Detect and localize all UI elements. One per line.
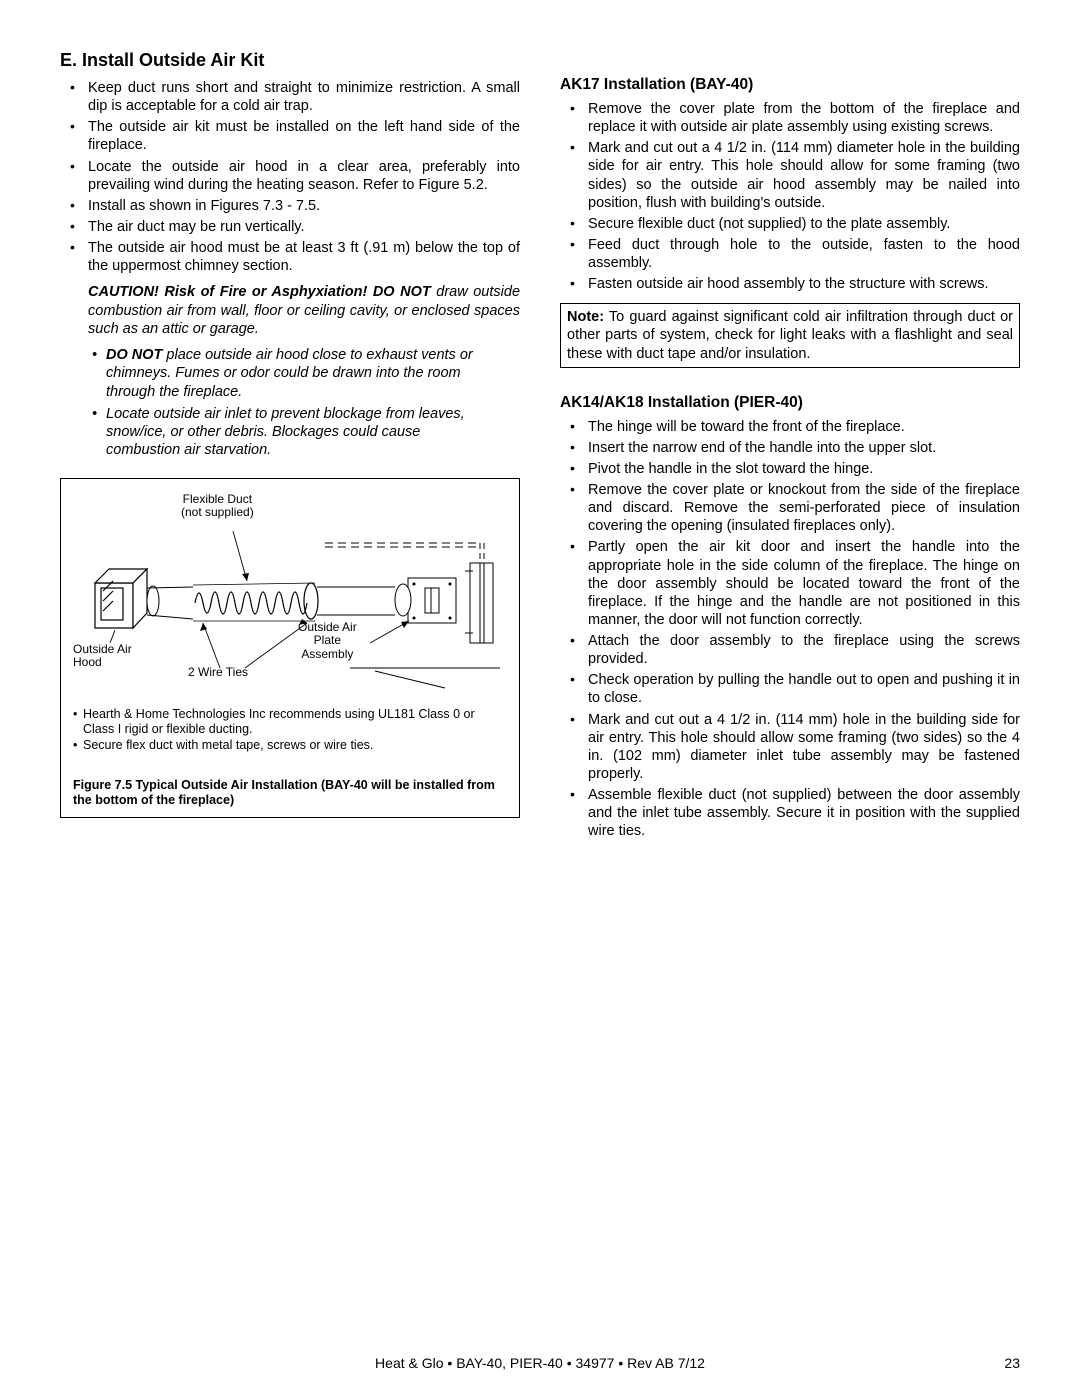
ak14-bullets: The hinge will be toward the front of th… — [560, 418, 1020, 841]
caution-title: CAUTION! Risk of Fire or Asphyxiation! D… — [88, 284, 431, 300]
bullet-item: Pivot the handle in the slot toward the … — [588, 460, 1020, 478]
bullet-item: The air duct may be run vertically. — [88, 218, 520, 236]
bullet-item: Attach the door assembly to the fireplac… — [588, 632, 1020, 668]
label-text: Hood — [73, 655, 102, 669]
bullet-item: Secure flexible duct (not supplied) to t… — [588, 215, 1020, 233]
caution-inner-bullets: DO NOT place outside air hood close to e… — [88, 346, 520, 460]
bullet-item: Keep duct runs short and straight to min… — [88, 79, 520, 115]
figure-note: Secure flex duct with metal tape, screws… — [83, 738, 507, 754]
left-column: E. Install Outside Air Kit Keep duct run… — [60, 50, 520, 843]
footer-center: Heat & Glo • BAY-40, PIER-40 • 34977 • R… — [120, 1355, 960, 1371]
two-column-layout: E. Install Outside Air Kit Keep duct run… — [60, 50, 1020, 843]
caution-block: CAUTION! Risk of Fire or Asphyxiation! D… — [60, 283, 520, 459]
ak17-heading: AK17 Installation (BAY-40) — [560, 76, 1020, 94]
label-wire-ties: 2 Wire Ties — [188, 666, 248, 680]
ak17-bullets: Remove the cover plate from the bottom o… — [560, 100, 1020, 293]
figure-caption: Figure 7.5 Typical Outside Air Installat… — [73, 778, 507, 809]
bullet-item: Locate the outside air hood in a clear a… — [88, 158, 520, 194]
note-label: Note: — [567, 309, 604, 325]
figure-notes: Hearth & Home Technologies Inc recommend… — [73, 707, 507, 754]
label-plate-assembly: Outside Air Plate Assembly — [298, 621, 357, 662]
bullet-item: Mark and cut out a 4 1/2 in. (114 mm) di… — [588, 139, 1020, 212]
caution-inner-item: DO NOT place outside air hood close to e… — [106, 346, 520, 401]
label-text: Plate — [314, 633, 341, 647]
figure-note: Hearth & Home Technologies Inc recommend… — [83, 707, 507, 738]
figure-box: Flexible Duct (not supplied) Outside Air… — [60, 478, 520, 818]
bullet-item: The hinge will be toward the front of th… — [588, 418, 1020, 436]
label-hood: Outside Air Hood — [73, 643, 132, 671]
bullet-item: Partly open the air kit door and insert … — [588, 538, 1020, 629]
diagram: Flexible Duct (not supplied) Outside Air… — [73, 493, 507, 703]
section-heading: E. Install Outside Air Kit — [60, 50, 520, 71]
bullet-item: Mark and cut out a 4 1/2 in. (114 mm) ho… — [588, 711, 1020, 784]
footer-page-number: 23 — [960, 1355, 1020, 1371]
page-footer: Heat & Glo • BAY-40, PIER-40 • 34977 • R… — [60, 1355, 1020, 1371]
bullet-item: The outside air hood must be at least 3 … — [88, 239, 520, 275]
caution-inner-item: Locate outside air inlet to prevent bloc… — [106, 405, 520, 460]
bullet-item: Feed duct through hole to the outside, f… — [588, 236, 1020, 272]
bullet-item: The outside air kit must be installed on… — [88, 118, 520, 154]
caution-inner-text: Locate outside air inlet to prevent bloc… — [106, 406, 465, 459]
label-text: Assembly — [301, 647, 353, 661]
bullet-item: Fasten outside air hood assembly to the … — [588, 275, 1020, 293]
diagram-svg — [73, 493, 507, 703]
bullet-item: Install as shown in Figures 7.3 - 7.5. — [88, 197, 520, 215]
label-text: (not supplied) — [181, 505, 254, 519]
bullet-item: Assemble flexible duct (not supplied) be… — [588, 786, 1020, 840]
right-column: AK17 Installation (BAY-40) Remove the co… — [560, 50, 1020, 843]
note-text: To guard against significant cold air in… — [567, 309, 1013, 361]
bullet-item: Remove the cover plate from the bottom o… — [588, 100, 1020, 136]
donot-label: DO NOT — [106, 347, 162, 363]
label-text: Outside Air — [73, 642, 132, 656]
note-box: Note: To guard against significant cold … — [560, 303, 1020, 367]
label-text: Outside Air — [298, 620, 357, 634]
main-bullets: Keep duct runs short and straight to min… — [60, 79, 520, 275]
ak14-heading: AK14/AK18 Installation (PIER-40) — [560, 394, 1020, 412]
label-flex-duct: Flexible Duct (not supplied) — [181, 493, 254, 521]
label-text: Flexible Duct — [183, 492, 252, 506]
footer-left — [60, 1355, 120, 1371]
bullet-item: Check operation by pulling the handle ou… — [588, 671, 1020, 707]
bullet-item: Remove the cover plate or knockout from … — [588, 481, 1020, 535]
bullet-item: Insert the narrow end of the handle into… — [588, 439, 1020, 457]
